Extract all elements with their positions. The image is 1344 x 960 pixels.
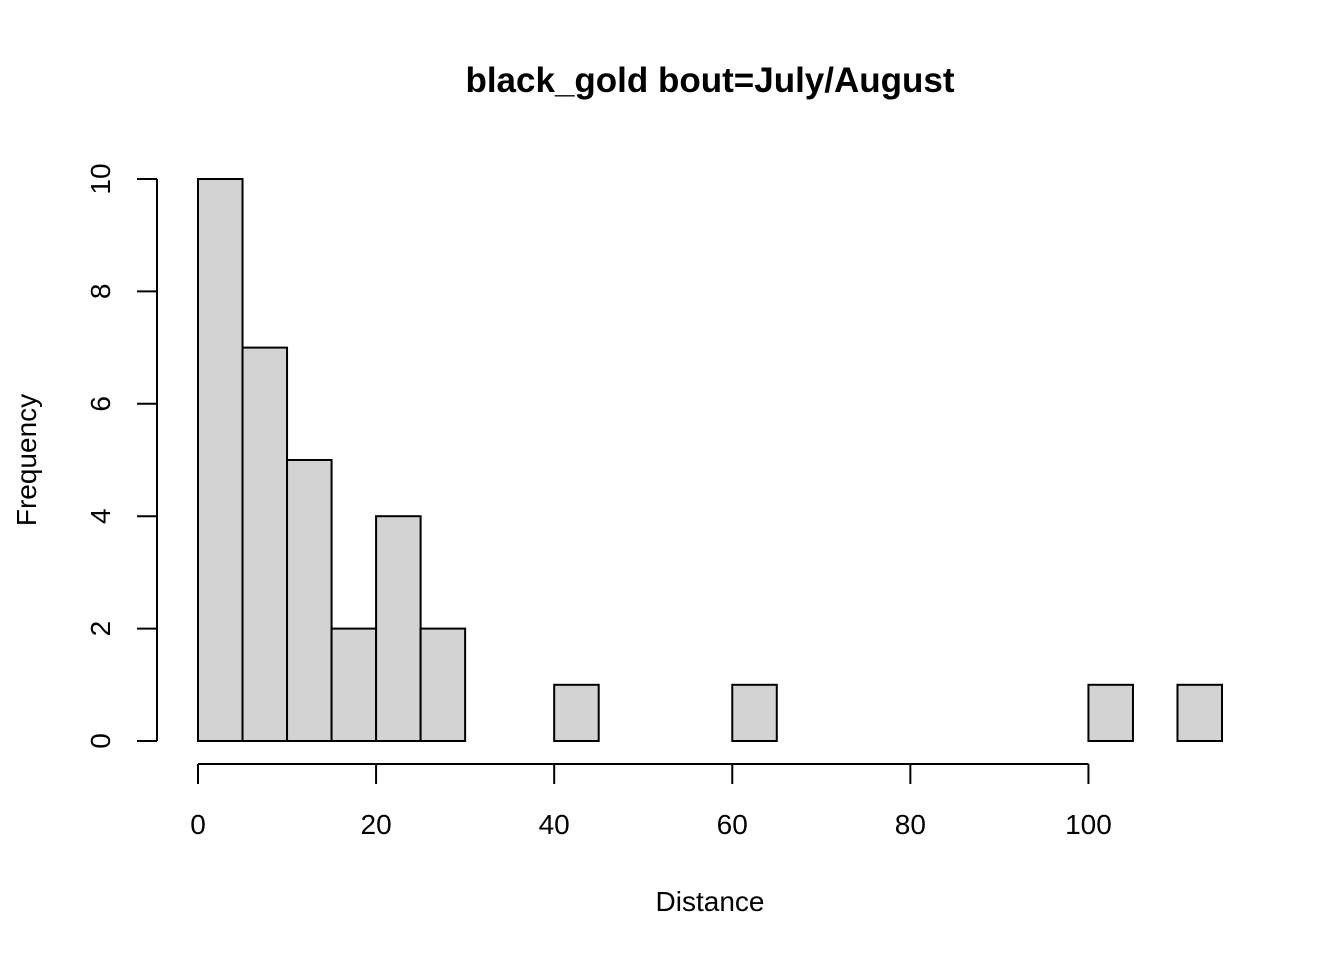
y-axis: 0 2 4 6 8 10 — [85, 163, 158, 749]
x-tick-label: 80 — [895, 809, 926, 840]
histogram-bar — [330, 627, 378, 742]
x-tick-label: 40 — [539, 809, 570, 840]
x-tick-label: 60 — [717, 809, 748, 840]
histogram-bar — [375, 515, 422, 743]
chart-title: black_gold bout=July/August — [465, 61, 954, 100]
histogram-bar — [731, 683, 778, 742]
histogram-bar — [286, 459, 333, 742]
y-tick-label: 10 — [85, 163, 116, 194]
y-tick-label: 2 — [85, 621, 116, 637]
x-tick-label: 0 — [190, 809, 206, 840]
y-axis-label: Frequency — [11, 394, 42, 526]
y-tick-label: 6 — [85, 396, 116, 412]
x-axis: 0 20 40 60 80 100 — [190, 763, 1112, 840]
x-tick-label: 100 — [1065, 809, 1112, 840]
x-tick-label: 20 — [361, 809, 392, 840]
bars-group — [197, 178, 1224, 743]
histogram-bar — [553, 683, 600, 742]
histogram-bar — [419, 627, 467, 742]
x-axis-label: Distance — [656, 886, 765, 917]
histogram-bar — [1087, 683, 1134, 742]
histogram-bar — [241, 346, 289, 742]
histogram-bar — [1176, 683, 1224, 742]
y-tick-label: 8 — [85, 284, 116, 300]
y-tick-label: 4 — [85, 508, 116, 524]
y-tick-label: 0 — [85, 733, 116, 749]
histogram-bar — [197, 178, 244, 742]
